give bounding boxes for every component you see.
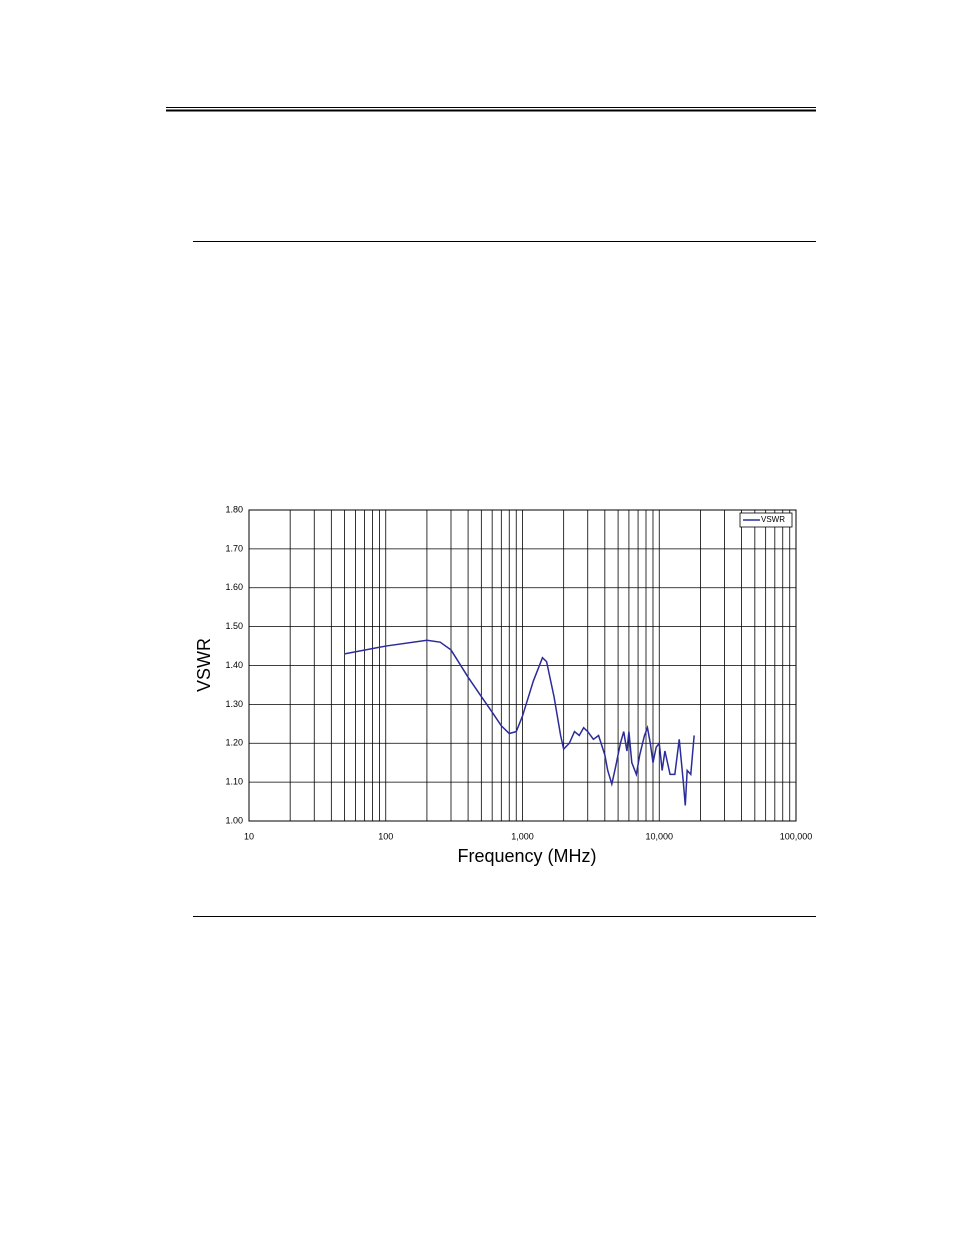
y-tick-label: 1.70 <box>225 543 243 553</box>
data-line <box>344 639 695 806</box>
y-tick-label: 1.10 <box>225 777 243 787</box>
y-tick-label: 1.60 <box>225 582 243 592</box>
y-tick-label: 1.80 <box>225 504 243 514</box>
legend-box <box>739 512 793 528</box>
chart: Frequency (MHz) VSWR 1.00 1.10 1.20 1.30 1.4… <box>194 504 813 865</box>
x-tick-label: 10,000 <box>645 831 673 841</box>
x-tick-label: 1,000 <box>511 831 534 841</box>
y-tick-label: 1.00 <box>225 815 243 825</box>
x-axis-title: Frequency (MHz) <box>457 846 596 866</box>
x-tick-label: 100,000 <box>780 831 813 841</box>
x-tick-label: 100 <box>378 831 393 841</box>
y-axis-title: VSWR <box>194 638 214 692</box>
x-tick-label: 10 <box>244 831 254 841</box>
y-tick-label: 1.20 <box>225 738 243 748</box>
plot-frame <box>248 509 797 822</box>
y-tick-label: 1.40 <box>225 660 243 670</box>
y-tick-label: 1.30 <box>225 699 243 709</box>
y-tick-label: 1.50 <box>225 621 243 631</box>
legend-label: VSWR <box>761 515 785 524</box>
